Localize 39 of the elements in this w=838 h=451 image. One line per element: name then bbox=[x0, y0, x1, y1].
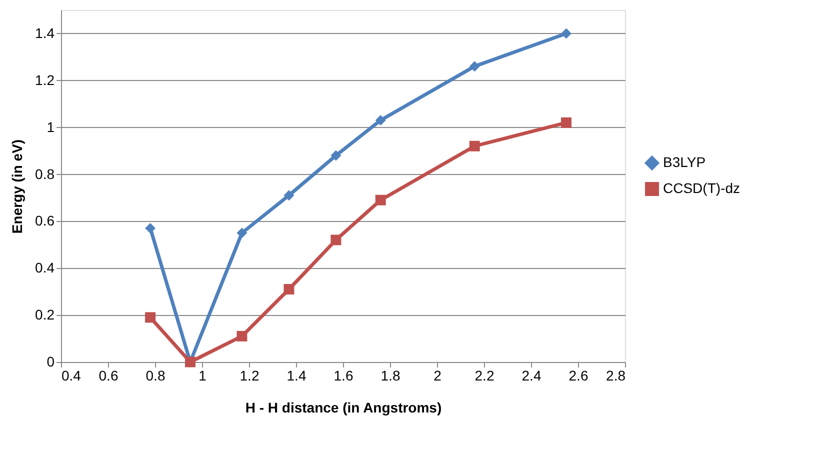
x-tick-label: 2.8 bbox=[606, 368, 626, 384]
x-tick-label: 1 bbox=[198, 368, 207, 384]
x-tick-label: 0.4 bbox=[62, 368, 82, 384]
y-tick-label: 0 bbox=[46, 354, 55, 370]
x-tick-label: 0.8 bbox=[146, 368, 166, 384]
point bbox=[469, 140, 480, 152]
x-axis-title: H - H distance (in Angstroms) bbox=[245, 400, 442, 416]
point bbox=[375, 115, 386, 126]
x-tick-label: 1.6 bbox=[334, 368, 354, 384]
point bbox=[561, 117, 572, 128]
y-axis-title: Energy (in eV) bbox=[9, 139, 26, 234]
x-tick-label: 1.8 bbox=[380, 368, 400, 384]
y-tick-label: 0.4 bbox=[35, 260, 55, 276]
point bbox=[236, 228, 248, 238]
y-tick-label: 0.2 bbox=[35, 306, 55, 323]
x-tick-label: 2.4 bbox=[522, 368, 542, 384]
point bbox=[284, 284, 294, 294]
point bbox=[330, 234, 342, 246]
point bbox=[284, 190, 294, 201]
y-tick-label: 1.2 bbox=[35, 72, 55, 88]
x-tick-label: 1.2 bbox=[240, 368, 260, 384]
legend-label: CCSD(T)-dz bbox=[663, 180, 740, 196]
x-tick-label: 0.6 bbox=[98, 368, 118, 384]
y-tick-label: 0.8 bbox=[35, 166, 55, 182]
point bbox=[330, 150, 342, 161]
point bbox=[469, 61, 480, 72]
x-tick-label: 2.2 bbox=[474, 368, 494, 384]
y-tick-label: 0.6 bbox=[35, 212, 55, 229]
point bbox=[145, 312, 156, 323]
point bbox=[561, 28, 572, 39]
point bbox=[375, 194, 386, 206]
point bbox=[236, 330, 248, 342]
y-tick-label: 1.4 bbox=[35, 24, 55, 41]
legend-label: B3LYP bbox=[663, 154, 706, 170]
y-tick-label: 1 bbox=[46, 118, 55, 135]
point bbox=[145, 222, 156, 234]
x-tick-label: 2 bbox=[434, 368, 442, 384]
x-tick-label: 2.6 bbox=[568, 368, 588, 384]
x-tick-label: 1.4 bbox=[286, 368, 306, 384]
